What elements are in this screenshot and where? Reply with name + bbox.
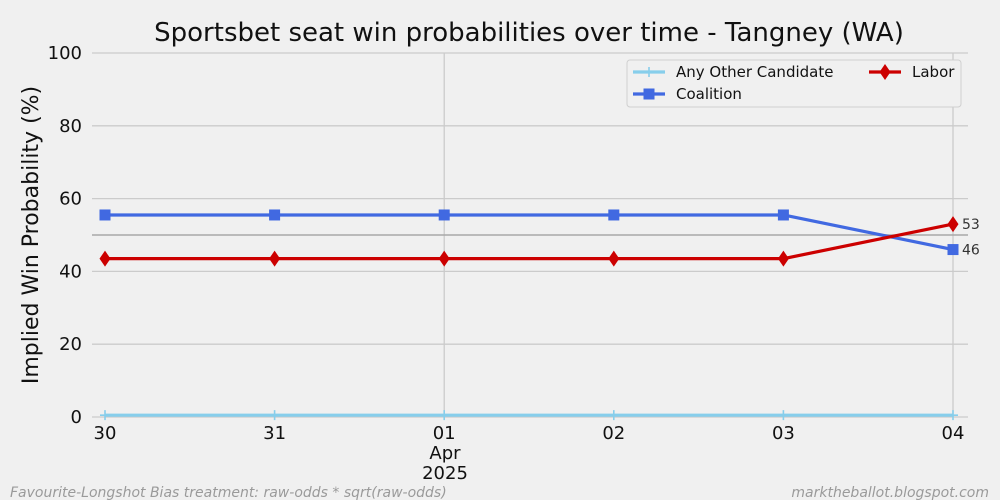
chart-title: Sportsbet seat win probabilities over ti…	[154, 18, 904, 48]
data-point-any-other-candidate	[948, 410, 958, 421]
data-point-coalition	[777, 209, 789, 221]
footer-left: Favourite-Longshot Bias treatment: raw-o…	[10, 485, 447, 500]
series-line-labor	[105, 222, 954, 261]
x-tick-label: 02	[602, 423, 625, 444]
legend-label: Any Other Candidate	[676, 63, 833, 81]
legend: Any Other Candidate Coalition Labor	[626, 59, 962, 108]
x-tick-label: 31	[263, 423, 286, 444]
legend-marker	[644, 67, 654, 77]
data-point-labor	[269, 250, 281, 267]
data-point-coalition	[438, 209, 450, 221]
legend-label: Labor	[912, 63, 955, 81]
x-tick-label: 03	[772, 423, 795, 444]
series-labor	[99, 216, 959, 267]
tick-labels: 0 20 40 60 80 100 30 31 01 02 03 04 53 46	[48, 43, 980, 444]
y-axis-label: Implied Win Probability (%)	[19, 86, 44, 384]
y-tick-label: 60	[59, 189, 82, 210]
y-tick-label: 20	[59, 334, 82, 355]
data-point-labor	[947, 216, 959, 233]
grid	[92, 52, 968, 418]
legend-marker	[643, 88, 655, 100]
x-month-label: Apr	[429, 443, 461, 464]
y-tick-label: 100	[48, 43, 82, 64]
end-label: 53	[962, 217, 980, 233]
x-year-label: 2025	[422, 463, 468, 484]
data-point-labor	[777, 250, 789, 267]
data-point-coalition	[947, 244, 959, 256]
y-tick-label: 0	[71, 407, 82, 428]
x-tick-label: 01	[433, 423, 456, 444]
data-point-labor	[608, 250, 620, 267]
data-point-any-other-candidate	[269, 410, 280, 421]
series-group	[99, 209, 959, 421]
x-tick-label: 04	[942, 423, 965, 444]
data-point-labor	[99, 250, 111, 267]
data-point-any-other-candidate	[439, 410, 450, 421]
series-coalition	[99, 209, 959, 256]
y-tick-label: 80	[59, 116, 82, 137]
y-tick-label: 40	[59, 261, 82, 282]
series-line-coalition	[105, 213, 954, 252]
x-tick-label: 30	[94, 423, 117, 444]
series-any-other-candidate	[100, 410, 958, 421]
data-point-coalition	[269, 209, 281, 221]
data-point-any-other-candidate	[778, 410, 789, 421]
data-point-any-other-candidate	[608, 410, 619, 421]
footer-right: marktheballot.blogspot.com	[791, 485, 989, 500]
end-label: 46	[962, 243, 980, 259]
data-point-coalition	[99, 209, 111, 221]
data-point-any-other-candidate	[100, 410, 110, 421]
data-point-labor	[438, 250, 450, 267]
data-point-coalition	[608, 209, 620, 221]
legend-marker	[879, 64, 891, 80]
legend-label: Coalition	[676, 85, 742, 103]
